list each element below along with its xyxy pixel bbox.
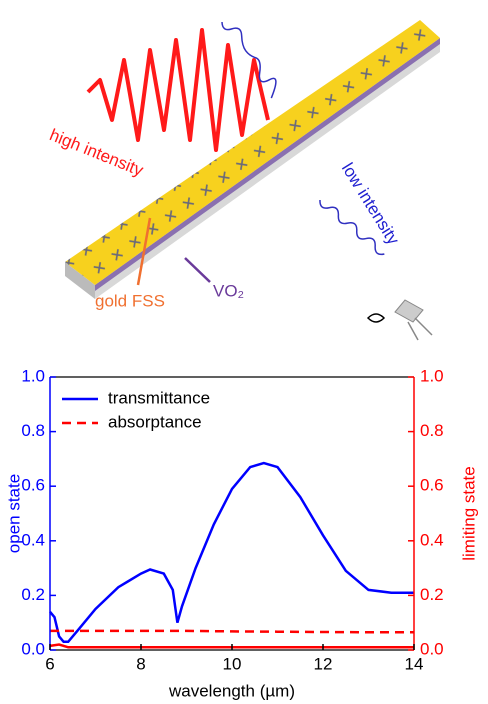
x-axis-label: wavelength (µm) [168, 681, 295, 700]
illustration: high intensity low intensity gold FSS VO… [47, 19, 440, 340]
y-tick-label: 0.0 [21, 639, 45, 658]
figure: high intensity low intensity gold FSS VO… [0, 0, 488, 704]
y2-tick-label: 0.0 [420, 639, 444, 658]
x-tick-label: 8 [136, 654, 145, 673]
gold-fss-label: gold FSS [95, 291, 165, 310]
high-intensity-wave [88, 30, 268, 150]
vo2-arrow [185, 258, 210, 282]
y-axis-label: open state [4, 474, 23, 553]
y-tick-label: 1.0 [21, 366, 45, 385]
x-tick-label: 12 [314, 654, 333, 673]
x-tick-label: 14 [405, 654, 424, 673]
series-line [50, 631, 414, 632]
y-tick-label: 0.4 [21, 530, 45, 549]
y2-tick-label: 0.6 [420, 476, 444, 495]
y2-tick-label: 0.4 [420, 530, 444, 549]
chart: 0.0 0.2 0.4 0.6 0.8 1.0 0.0 0.2 0.4 0.6 0.8 1.0 6 8 10… [4, 366, 478, 700]
detector [368, 300, 432, 340]
x-tick-label: 6 [45, 654, 54, 673]
y-tick-label: 0.8 [21, 421, 45, 440]
low-intensity-label: low intensity [338, 159, 403, 248]
high-intensity-label: high intensity [47, 125, 147, 180]
y-tick-label: 0.6 [21, 476, 45, 495]
y2-tick-label: 0.2 [420, 585, 444, 604]
vo2-label: VO₂ [213, 281, 244, 300]
y-tick-label: 0.2 [21, 585, 45, 604]
x-tick-label: 10 [223, 654, 242, 673]
y2-tick-label: 1.0 [420, 366, 444, 385]
legend-label: transmittance [108, 388, 210, 407]
y2-tick-label: 0.8 [420, 421, 444, 440]
legend-label: absorptance [108, 412, 202, 431]
series-line [50, 463, 414, 642]
y2-axis-label: limiting state [459, 466, 478, 560]
